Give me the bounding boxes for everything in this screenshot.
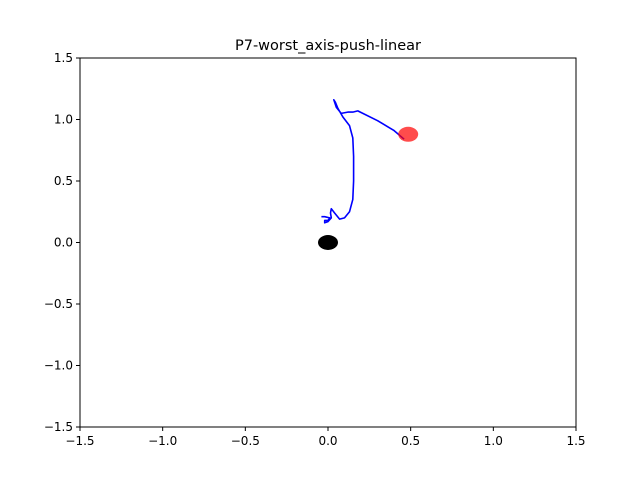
- y-tick-label: 0.5: [54, 174, 73, 188]
- y-tick-label: 1.5: [54, 51, 73, 65]
- x-tick-label: −1.5: [65, 434, 94, 448]
- y-tick-label: −0.5: [44, 297, 73, 311]
- marker-1: [398, 126, 419, 142]
- x-tick-label: −0.5: [231, 434, 260, 448]
- marker-0: [318, 235, 338, 250]
- y-tick-label: −1.0: [44, 359, 73, 373]
- y-tick-label: 1.0: [54, 113, 73, 127]
- x-tick-label: 1.0: [484, 434, 503, 448]
- x-tick-label: 0.0: [318, 434, 337, 448]
- y-tick-label: 0.0: [54, 236, 73, 250]
- trajectory-line-0: [321, 99, 405, 224]
- x-tick-label: −1.0: [148, 434, 177, 448]
- y-axis: −1.5 −1.0 −0.5 0.0 0.5 1.0 1.5: [44, 51, 80, 434]
- x-axis: −1.5 −1.0 −0.5 0.0 0.5 1.0 1.5: [65, 427, 586, 448]
- y-tick-label: −1.5: [44, 420, 73, 434]
- x-tick-label: 0.5: [401, 434, 420, 448]
- chart-title: P7-worst_axis-push-linear: [235, 38, 421, 54]
- plot-content: [318, 99, 419, 250]
- x-tick-label: 1.5: [566, 434, 585, 448]
